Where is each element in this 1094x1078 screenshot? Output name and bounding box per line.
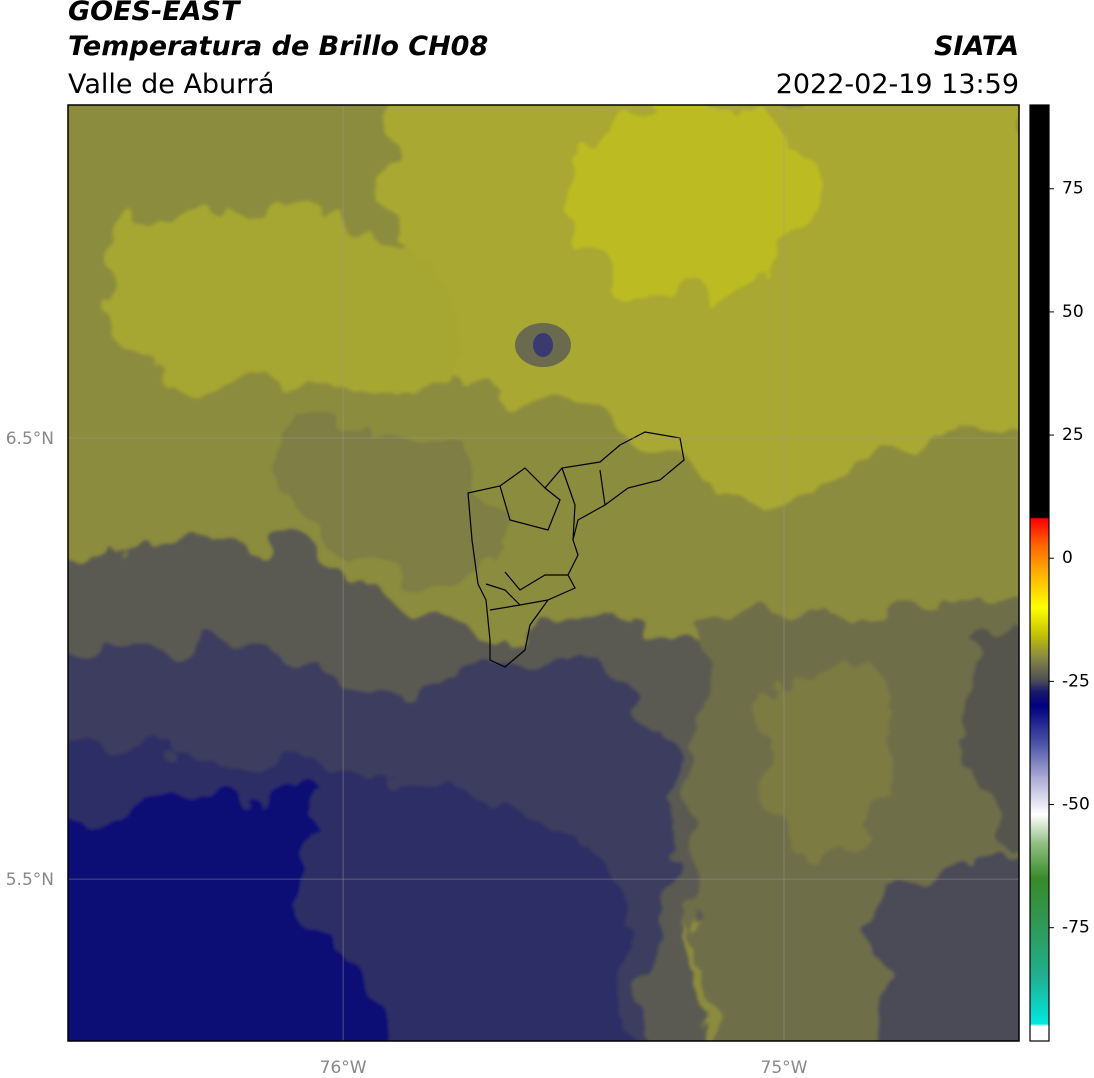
datetime: 2022-02-19 13:59 [776,69,1019,100]
title: GOES-EAST [68,0,242,27]
colorbar-tick-label: 25 [1062,425,1084,445]
subtitle: Temperatura de Brillo CH08 [68,31,488,62]
colorbar-tick-label: -25 [1062,671,1090,691]
x-tick-label: 75°W [761,1058,808,1078]
colorbar-tick-label: -75 [1062,918,1090,938]
source: SIATA [934,31,1019,62]
x-tick-label: 76°W [320,1058,367,1078]
y-tick-label: 5.5°N [6,870,54,890]
colorbar-tick-label: 0 [1062,548,1073,568]
colorbar-tick-label: 50 [1062,302,1084,322]
y-tick-label: 6.5°N [6,429,54,449]
map-frame [67,104,1020,1042]
region: Valle de Aburrá [68,69,274,100]
colorbar-tick-label: 75 [1062,179,1084,199]
satellite-image [68,105,1019,1041]
graticule [68,105,1019,1041]
colorbar-tick-label: -50 [1062,795,1090,815]
colorbar [1029,104,1050,1042]
